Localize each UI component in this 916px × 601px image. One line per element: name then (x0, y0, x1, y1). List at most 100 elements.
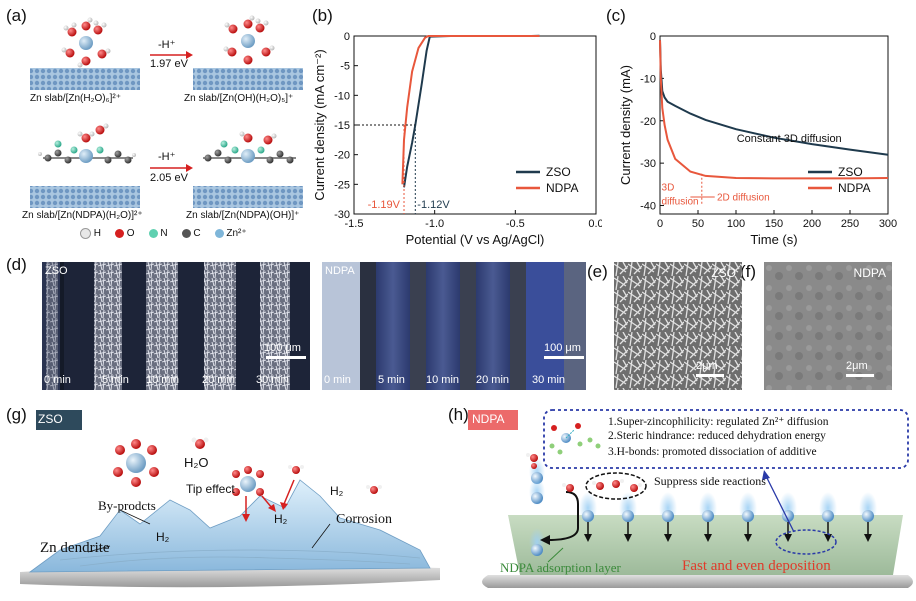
deposition-label: Fast and even deposition (682, 558, 831, 574)
panel-label-d: (d) (6, 255, 27, 274)
water-molecule-g2 (288, 465, 304, 474)
ndpa-micro-label: NDPA (325, 265, 355, 277)
y-tick-label: -40 (640, 201, 656, 213)
y-tick-label: -20 (640, 116, 656, 128)
zso-micrograph: ZSO 100 μm 0 min 5 min 10 min 20 min 30 … (42, 262, 310, 390)
energy-label-1: 1.97 eV (150, 58, 188, 70)
y-tick-label: -10 (334, 90, 350, 102)
h2-label-1: H₂ (330, 484, 344, 498)
x-axis-label: Potential (V vs Ag/AgCl) (406, 232, 545, 247)
sem-image-ndpa: NDPA 2μm (764, 262, 892, 390)
mechanism-point-3: 3.H-bonds: promoted dissociation of addi… (608, 446, 817, 458)
x-tick-label: -1.5 (345, 218, 364, 230)
time-0min-ndpa: 0 min (324, 374, 351, 386)
annotation-3d-short: 3D (662, 183, 675, 194)
energy-label-2: 2.05 eV (150, 172, 188, 184)
x-tick-label: 300 (879, 218, 897, 230)
scale-bar-d-zso: 100 μm (264, 342, 301, 354)
legend-label-ndpa: NDPA (546, 181, 578, 195)
lsv-chart: -1.5 -1.0 -0.5 0.0 0 -5 -10 -15 -20 -25 -30 Potenti… (312, 31, 602, 247)
x-tick-label: -0.5 (506, 218, 525, 230)
y-tick-label: -20 (334, 150, 350, 162)
series-line-ndpa (659, 40, 889, 180)
x-tick-label: -1.0 (425, 218, 444, 230)
mechanism-point-2: 2.Steric hindrance: reduced dehydration … (608, 430, 826, 442)
y-tick-label: -30 (334, 209, 350, 221)
sem-scale-ndpa: 2μm (846, 360, 868, 372)
x-tick-label: 250 (841, 218, 859, 230)
h2-label-2: H₂ (274, 512, 288, 526)
deposition-ellipse (775, 529, 837, 555)
annotation-zso-onset: -1.12V (417, 199, 450, 211)
y-tick-label: -5 (340, 61, 350, 73)
time-30min-ndpa: 30 min (532, 374, 566, 386)
time-10min-ndpa: 10 min (426, 374, 460, 386)
x-tick-label: 50 (692, 218, 704, 230)
suppress-label: Suppress side reactions (654, 474, 766, 488)
h2-label-3: H₂ (156, 530, 170, 544)
mechanism-box (543, 409, 909, 469)
panel-label-f: (f) (740, 262, 757, 281)
sem-image-zso: ZSO 2μm (614, 262, 742, 390)
mechanism-point-1: 1.Super-zincophilicity: regulated Zn²⁺ d… (608, 416, 829, 428)
sem-label-zso: ZSO (711, 266, 736, 280)
time-5min-zso: 5 min (102, 374, 129, 386)
caption-a-3: Zn slab/[Zn(NDPA)(H₂O)]²⁺ (22, 210, 143, 221)
x-tick-label: 150 (765, 218, 783, 230)
water-molecule-g3 (366, 485, 382, 494)
series-line-zso (403, 34, 540, 188)
ndpa-zn-complex-1 (38, 123, 136, 164)
legend-item-h: H (80, 228, 101, 239)
legend-item-o: O (115, 228, 135, 239)
legend-item-zn: Zn²⁺ (214, 228, 247, 239)
hydrated-zn-cluster-g2 (232, 466, 264, 496)
h2o-label: H₂O (184, 455, 209, 470)
badge-zso (36, 410, 82, 430)
annotation-3d: Constant 3D diffusion (737, 133, 842, 145)
time-20min-ndpa: 20 min (476, 374, 510, 386)
ndpa-schematic (468, 409, 913, 588)
legend-label-ndpa: NDPA (838, 181, 870, 195)
step-label-2: -H⁺ (158, 151, 176, 163)
y-tick-label: -10 (640, 73, 656, 85)
hydrated-zn-cluster-2 (223, 15, 275, 65)
y-axis-label: Current density (mA) (618, 65, 633, 185)
zso-micro-label: ZSO (45, 265, 68, 277)
byproducts-label: By-prodcts (98, 498, 156, 513)
tip-arrow-2 (261, 495, 273, 509)
badge-zso-text: ZSO (38, 412, 63, 426)
legend-item-c: C (181, 228, 201, 239)
dendrite-label: Zn dendrite (40, 540, 110, 556)
ndpa-zn-complex-2 (203, 131, 296, 164)
step-label-1: -H⁺ (158, 39, 176, 51)
y-tick-label: -25 (334, 179, 350, 191)
time-5min-ndpa: 5 min (378, 374, 405, 386)
badge-ndpa (468, 410, 518, 430)
ndpa-micrograph: NDPA 100 μm 0 min 5 min 10 min 20 min 30… (322, 262, 586, 390)
chronoamperometry-chart: 0 50 100 150 200 250 300 0 -10 -20 -30 -40 Time (s) C… (618, 31, 897, 247)
x-tick-label: 200 (803, 218, 821, 230)
zn-slab-4 (193, 186, 303, 208)
suppress-ellipse (585, 472, 647, 500)
hydrated-zn-cluster-1 (61, 17, 111, 68)
atom-legend: H O N C Zn²⁺ (80, 228, 247, 239)
legend-item-n: N (148, 228, 168, 239)
corrosion-label: Corrosion (336, 512, 392, 527)
adsorption-layer-label: NDPA adsorption layer (500, 560, 621, 575)
legend-label-zso: ZSO (838, 165, 863, 179)
badge-ndpa-text: NDPA (472, 412, 505, 426)
panel-label-h: (h) (448, 405, 469, 424)
hydrated-zn-cluster-g (113, 439, 159, 487)
annotation-2d: 2D diffusion (717, 192, 770, 203)
x-tick-label: 0 (657, 218, 663, 230)
surface-zn-ions (579, 492, 877, 542)
series-line-ndpa (401, 35, 540, 185)
caption-a-2: Zn slab/[Zn(OH)(H₂O)₅]⁺ (184, 93, 294, 104)
y-tick-label: 0 (344, 31, 350, 43)
tip-arrow-3 (283, 479, 295, 505)
panel-a-illustration (30, 15, 303, 208)
caption-a-4: Zn slab/[Zn(NDPA)(OH)]⁺ (186, 210, 300, 221)
x-tick-label: 100 (727, 218, 745, 230)
time-20min-zso: 20 min (202, 374, 236, 386)
tip-effect-label: Tip effect (186, 482, 235, 496)
